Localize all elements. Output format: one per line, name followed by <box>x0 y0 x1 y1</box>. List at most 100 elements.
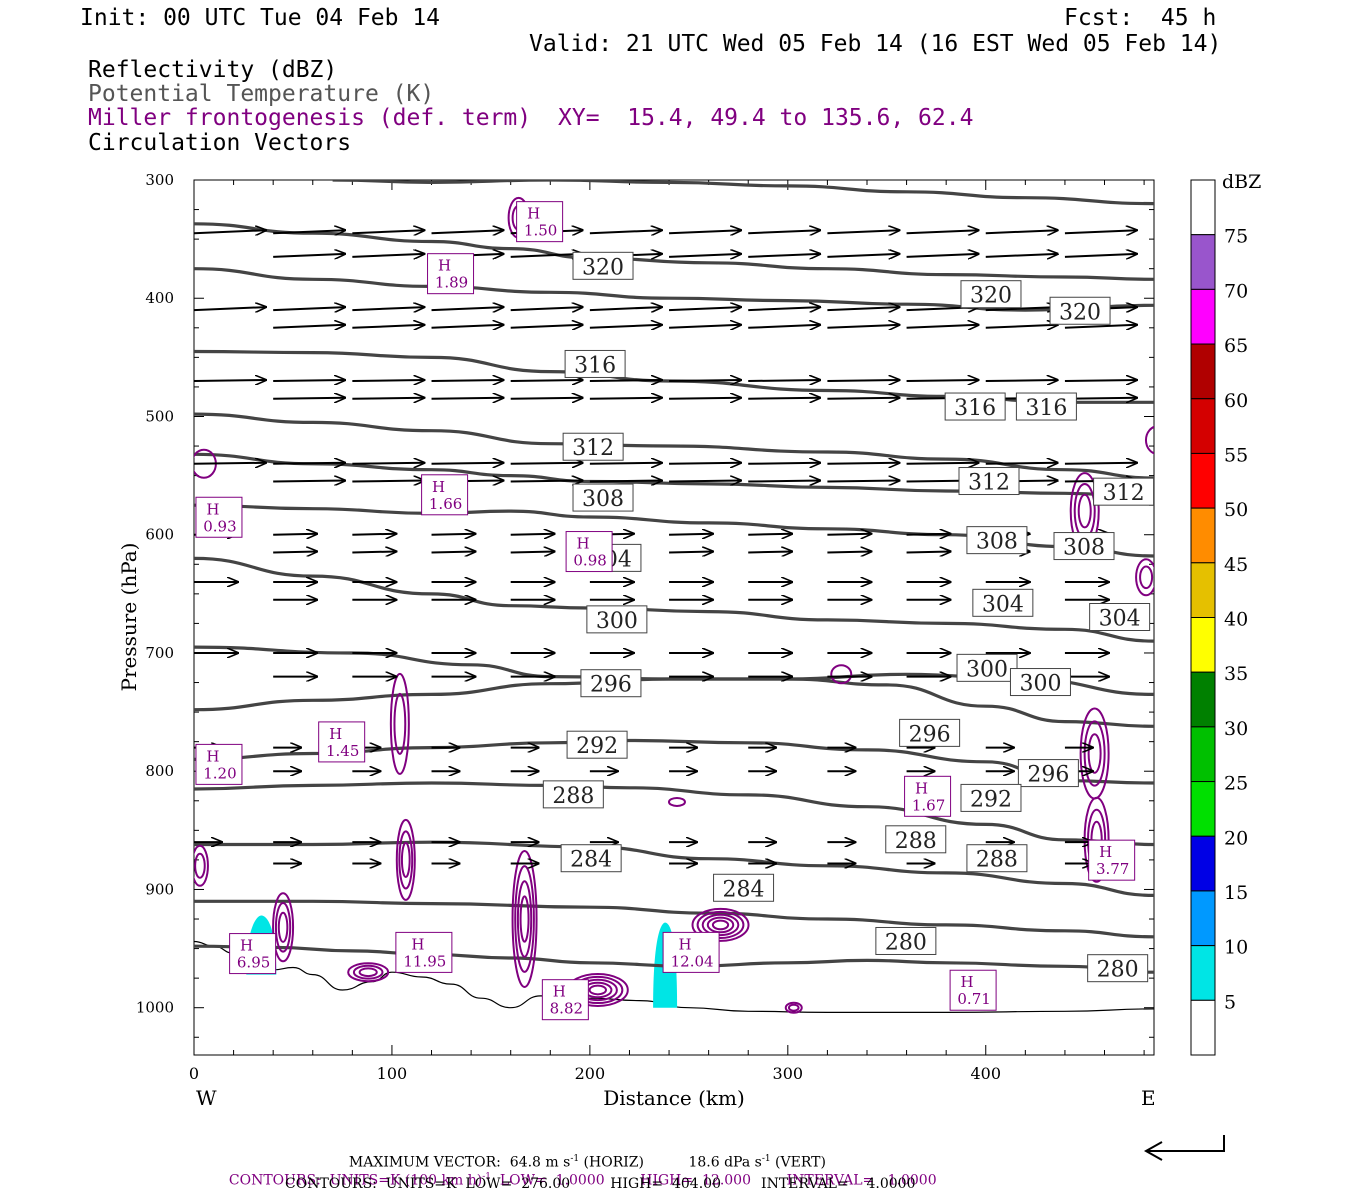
frontogenesis-max: H1.67 <box>904 775 952 817</box>
colorbar-segment <box>1190 945 1216 1001</box>
frontogenesis-contour <box>1077 493 1092 529</box>
frontogenesis-contour <box>516 880 533 958</box>
circulation-vector <box>827 325 899 328</box>
frontogenesis-contour <box>1087 733 1102 774</box>
colorbar-segment <box>1190 726 1216 783</box>
colorbar-segment <box>1190 507 1216 564</box>
x-tick-label: 100 <box>377 1064 408 1083</box>
frontogenesis-max-letter: H <box>206 747 219 765</box>
frontogenesis-contour <box>395 818 416 901</box>
circulation-vector <box>352 481 424 482</box>
circulation-vector <box>273 463 345 464</box>
frontogenesis-max-letter: H <box>411 935 424 953</box>
frontogenesis-contour <box>1083 720 1106 787</box>
theta-label-text: 284 <box>570 848 612 873</box>
colorbar-segment <box>1190 671 1216 728</box>
theta-contour-304 <box>194 556 1154 643</box>
circulation-vector <box>906 325 979 328</box>
frontogenesis-max: H0.71 <box>949 969 997 1011</box>
circulation-vector <box>352 463 424 464</box>
circulation-vector <box>194 380 266 381</box>
circulation-vector <box>589 380 662 381</box>
theta-label: 320 <box>572 251 634 280</box>
frontogenesis-contour <box>784 1001 803 1014</box>
frontogenesis-max: H1.66 <box>421 474 469 516</box>
theta-label-box <box>958 467 1020 496</box>
theta-label: 304 <box>972 588 1034 617</box>
theta-label: 308 <box>572 483 634 512</box>
contours1-a: CONTOURS: UNITS=K (100 km h) <box>228 1172 483 1189</box>
theta-label: 300 <box>956 653 1018 682</box>
frontogenesis-contour <box>514 865 535 973</box>
theta-label-text: 288 <box>552 784 594 809</box>
theta-label-text: 280 <box>885 930 927 955</box>
circulation-vector <box>589 230 662 233</box>
colorbar-tick-label: 30 <box>1224 718 1248 740</box>
circulation-vector <box>669 463 741 464</box>
circulation-vector <box>589 398 662 399</box>
contours1-b: LOW= 1.0000 HIGH= 12.000 INTERVAL= 1.000… <box>490 1172 937 1189</box>
frontogenesis-contour <box>511 850 538 989</box>
frontogenesis-max: H0.93 <box>195 496 243 538</box>
circulation-vector <box>827 307 899 310</box>
frontogenesis-max-value: 1.89 <box>435 274 468 292</box>
theta-label: 308 <box>1053 532 1115 561</box>
theta-label-text: 320 <box>582 255 624 280</box>
frontogenesis-max-letter: H <box>961 973 974 991</box>
frontogenesis-max-box <box>229 933 277 975</box>
frontogenesis-contour <box>830 664 853 685</box>
theta-label-text: 280 <box>1097 958 1139 983</box>
circulation-vector <box>827 463 899 464</box>
theta-label-box <box>566 730 628 759</box>
field-potential-temperature: Potential Temperature (K) <box>88 81 435 107</box>
valid-time: Valid: 21 UTC Wed 05 Feb 14 (16 EST Wed … <box>529 31 1222 57</box>
circulation-vector <box>748 325 820 328</box>
circulation-vector <box>1064 463 1137 464</box>
theta-label: 316 <box>944 392 1006 421</box>
circulation-vector <box>273 325 345 328</box>
frontogenesis-max: H3.77 <box>1088 839 1136 881</box>
x-tick-label: 400 <box>970 1064 1001 1083</box>
circulation-vector <box>431 307 504 310</box>
circulation-vector <box>669 325 741 328</box>
frontogenesis-contour <box>711 919 730 931</box>
east-label: E <box>1141 1086 1156 1110</box>
theta-label-text: 312 <box>1103 481 1145 506</box>
colorbar-segment <box>1190 234 1216 290</box>
colorbar-segment <box>1190 999 1216 1056</box>
frontogenesis-max-box <box>421 474 469 516</box>
circulation-vector <box>827 398 899 399</box>
theta-label: 308 <box>966 526 1028 555</box>
circulation-vector <box>194 230 266 233</box>
frontogenesis-max-value: 8.82 <box>550 1000 583 1018</box>
circulation-vector <box>510 481 583 482</box>
plot-labels: 320 320 320 316 316 316 312 312 312 308 308 308 304 3… <box>195 201 1155 1021</box>
theta-label-text: 296 <box>909 722 951 747</box>
circulation-vector <box>827 551 871 552</box>
colorbar: 5 10 15 20 25 30 35 40 45 50 55 60 65 70 75 dBZ <box>1190 171 1261 1056</box>
circulation-vector <box>906 551 951 552</box>
theta-label-box <box>562 432 624 461</box>
frontogenesis-contour <box>1139 565 1154 590</box>
frontogenesis-contour <box>398 830 414 890</box>
circulation-vector <box>906 463 979 464</box>
colorbar-tick-label: 20 <box>1224 827 1248 849</box>
theta-label-box <box>1087 954 1149 983</box>
colorbar-tick-label: 40 <box>1224 609 1248 631</box>
frontogenesis-max: H1.50 <box>516 201 564 243</box>
frontogenesis-max-letter: H <box>438 257 451 275</box>
theta-label: 292 <box>566 730 628 759</box>
circulation-vector <box>669 551 713 552</box>
frontogenesis-max-value: 0.71 <box>957 990 990 1008</box>
theta-label-text: 316 <box>574 353 616 378</box>
frontogenesis-max-letter: H <box>915 779 928 797</box>
frontogenesis-max-value: 6.95 <box>237 954 270 972</box>
colorbar-tick-label: 35 <box>1224 663 1248 685</box>
circulation-vector <box>669 254 741 257</box>
circulation-vector <box>273 551 317 552</box>
y-tick-label: 900 <box>145 880 174 898</box>
circulation-vector <box>273 307 345 310</box>
frontogenesis-max-letter: H <box>679 935 692 953</box>
y-tick-label: 800 <box>145 762 174 780</box>
